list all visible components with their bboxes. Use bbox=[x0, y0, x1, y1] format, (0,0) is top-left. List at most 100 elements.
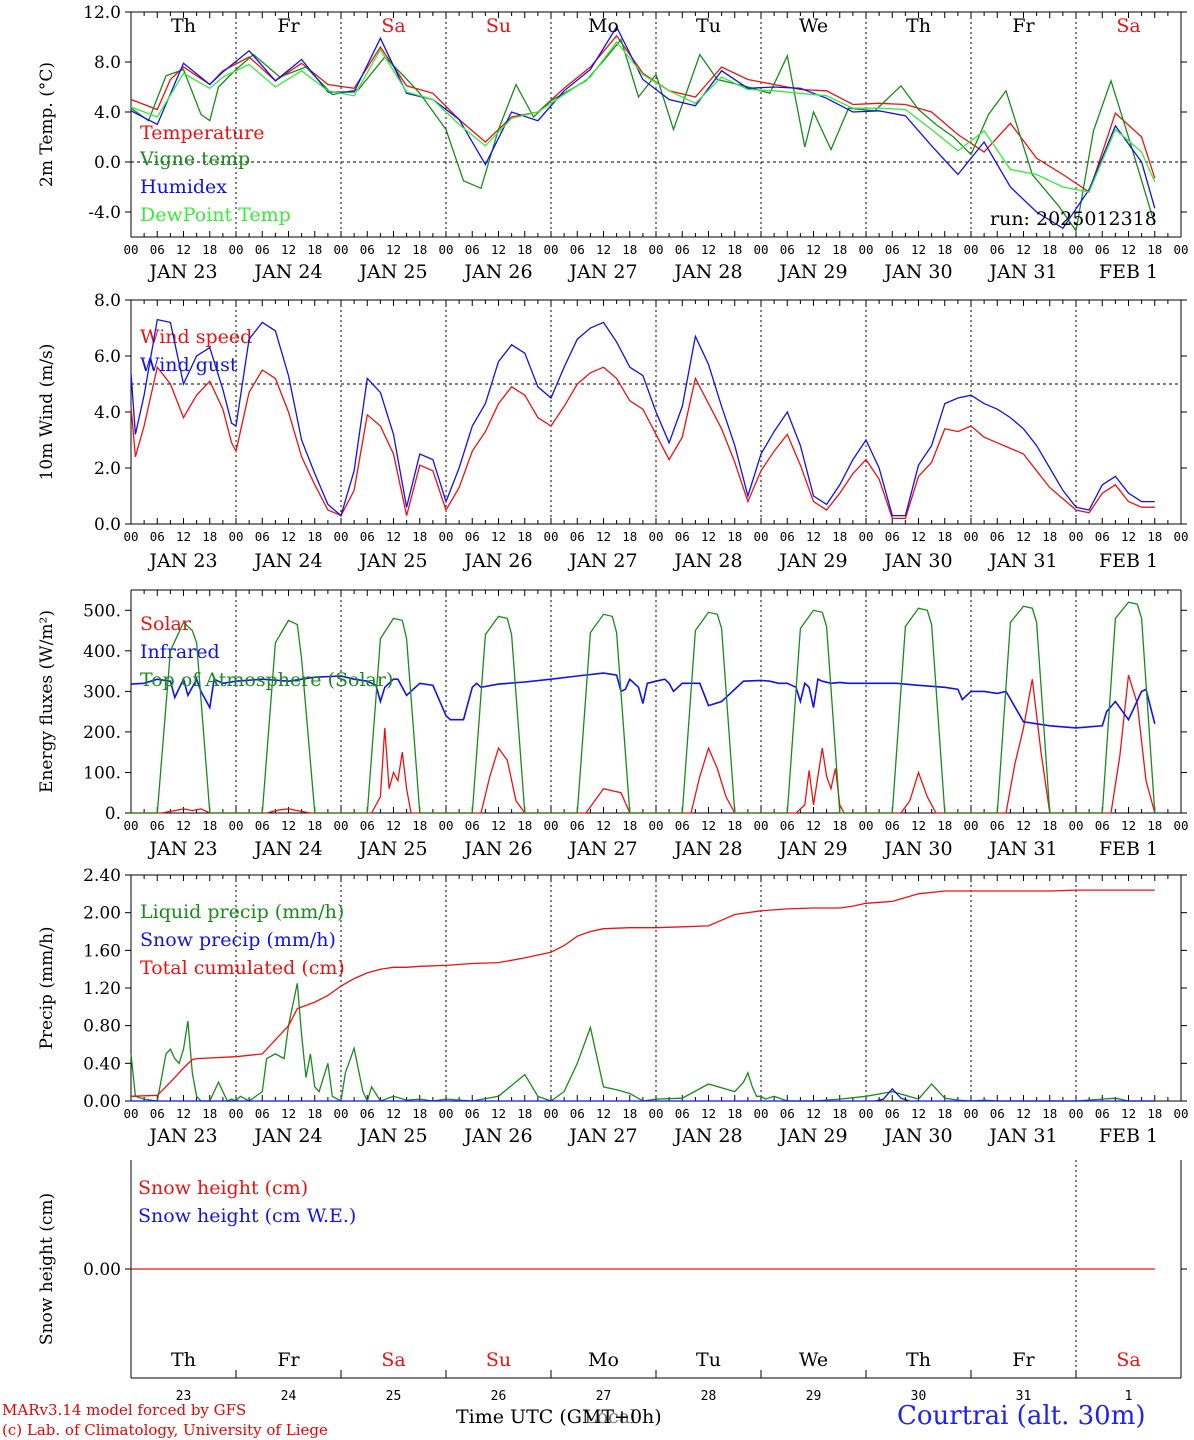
hour-tick-label: 06 bbox=[360, 818, 375, 833]
hour-tick-label: 00 bbox=[228, 529, 243, 544]
hour-tick-label: 18 bbox=[1042, 1106, 1057, 1121]
hour-tick-label: 00 bbox=[963, 818, 978, 833]
day-name-label: We bbox=[799, 15, 828, 37]
legend-entry: Humidex bbox=[140, 176, 227, 198]
hour-tick-label: 06 bbox=[675, 1106, 690, 1121]
day-name-label: Th bbox=[171, 1349, 196, 1371]
hour-tick-label: 18 bbox=[727, 818, 742, 833]
hour-tick-label: 06 bbox=[360, 242, 375, 257]
hour-tick-label: 18 bbox=[202, 242, 217, 257]
y-tick-label: 500. bbox=[83, 601, 121, 621]
legend-entry: Solar bbox=[140, 613, 192, 635]
y-tick-label: 4.0 bbox=[94, 103, 121, 123]
date-label: JAN 30 bbox=[882, 550, 952, 572]
hour-tick-label: 12 bbox=[701, 818, 716, 833]
hour-tick-label: 00 bbox=[543, 242, 558, 257]
date-label: JAN 29 bbox=[777, 1125, 847, 1147]
series-line-vigne-temp bbox=[130, 38, 1156, 233]
day-name-label: Mo bbox=[588, 15, 619, 37]
hour-tick-label: 18 bbox=[832, 818, 847, 833]
y-tick-label: 4.0 bbox=[94, 403, 121, 423]
legend-entry: Infrared bbox=[140, 641, 220, 663]
hour-tick-label: 06 bbox=[150, 242, 165, 257]
day-name-label: Th bbox=[906, 1349, 931, 1371]
legend-entry: Liquid precip (mm/h) bbox=[140, 901, 344, 923]
hour-tick-label: 06 bbox=[255, 818, 270, 833]
hour-tick-label: 12 bbox=[1016, 242, 1031, 257]
day-number-label: 24 bbox=[281, 1389, 297, 1404]
hour-tick-label: 06 bbox=[990, 242, 1005, 257]
hour-tick-label: 18 bbox=[412, 242, 427, 257]
date-label: JAN 27 bbox=[567, 838, 637, 860]
hour-tick-label: 18 bbox=[937, 529, 952, 544]
hour-tick-label: 00 bbox=[123, 242, 138, 257]
legend-entry: Vigne temp bbox=[139, 148, 250, 170]
hour-tick-label: 18 bbox=[202, 818, 217, 833]
day-name-label: Fr bbox=[277, 1349, 300, 1371]
hour-tick-label: 12 bbox=[281, 242, 296, 257]
hour-tick-label: 06 bbox=[150, 818, 165, 833]
hour-tick-label: 00 bbox=[123, 818, 138, 833]
hour-tick-label: 12 bbox=[491, 529, 506, 544]
y-tick-label: 0.80 bbox=[83, 1017, 121, 1037]
legend-entry: Total cumulated (cm) bbox=[140, 957, 345, 979]
date-label: JAN 29 bbox=[777, 261, 847, 283]
hour-tick-label: 00 bbox=[1173, 242, 1188, 257]
hour-tick-label: 18 bbox=[937, 1106, 952, 1121]
hour-tick-label: 00 bbox=[858, 242, 873, 257]
hour-tick-label: 12 bbox=[386, 242, 401, 257]
y-axis-label: Energy fluxes (W/m²) bbox=[37, 610, 57, 793]
hour-tick-label: 12 bbox=[386, 1106, 401, 1121]
hour-tick-label: 00 bbox=[123, 529, 138, 544]
hour-tick-label: 06 bbox=[1095, 529, 1110, 544]
hour-tick-label: 00 bbox=[1068, 1106, 1083, 1121]
hour-tick-label: 12 bbox=[596, 529, 611, 544]
hour-tick-label: 18 bbox=[1042, 818, 1057, 833]
hour-tick-label: 06 bbox=[675, 818, 690, 833]
hour-tick-label: 18 bbox=[622, 242, 637, 257]
y-tick-label: 0.00 bbox=[83, 1092, 121, 1112]
y-tick-label: 2.00 bbox=[83, 904, 121, 924]
hour-tick-label: 00 bbox=[963, 529, 978, 544]
legend-entry: Snow height (cm) bbox=[138, 1177, 308, 1199]
hour-tick-label: 12 bbox=[701, 242, 716, 257]
hour-tick-label: 12 bbox=[806, 242, 821, 257]
date-label: JAN 30 bbox=[882, 1125, 952, 1147]
date-label: JAN 26 bbox=[462, 261, 532, 283]
y-tick-label: 12.0 bbox=[83, 3, 121, 23]
hour-tick-label: 18 bbox=[727, 242, 742, 257]
series-line-liquid-precip-mm-h- bbox=[130, 983, 1155, 1103]
series-line-temperature bbox=[130, 34, 1156, 194]
hour-tick-label: 06 bbox=[675, 529, 690, 544]
hour-tick-label: 18 bbox=[937, 242, 952, 257]
hour-tick-label: 18 bbox=[832, 242, 847, 257]
hour-tick-label: 18 bbox=[307, 818, 322, 833]
hour-tick-label: 18 bbox=[307, 242, 322, 257]
hour-tick-label: 06 bbox=[990, 1106, 1005, 1121]
day-name-label: Su bbox=[486, 1349, 511, 1371]
hour-tick-label: 00 bbox=[228, 1106, 243, 1121]
hour-tick-label: 18 bbox=[202, 1106, 217, 1121]
hour-tick-label: 12 bbox=[596, 1106, 611, 1121]
date-label: JAN 31 bbox=[987, 838, 1057, 860]
hour-tick-label: 18 bbox=[832, 529, 847, 544]
legend-entry: Wind speed bbox=[140, 326, 252, 348]
hour-tick-label: 06 bbox=[780, 242, 795, 257]
series-line-total-cumulated-cm- bbox=[130, 889, 1155, 1097]
day-number-label: 26 bbox=[491, 1389, 507, 1404]
hour-tick-label: 00 bbox=[648, 1106, 663, 1121]
hour-tick-label: 12 bbox=[176, 1106, 191, 1121]
hour-tick-label: 18 bbox=[1147, 529, 1162, 544]
y-tick-label: 300. bbox=[83, 682, 121, 702]
date-label: JAN 23 bbox=[147, 261, 217, 283]
series-line-dewpoint-temp bbox=[130, 40, 1156, 193]
hour-tick-label: 18 bbox=[622, 818, 637, 833]
hour-tick-label: 12 bbox=[1121, 1106, 1136, 1121]
series-line-humidex bbox=[130, 25, 1156, 230]
series-line-infrared bbox=[130, 672, 1156, 729]
hour-tick-label: 12 bbox=[1016, 529, 1031, 544]
hour-tick-label: 18 bbox=[622, 529, 637, 544]
legend-entry: Snow height (cm W.E.) bbox=[138, 1205, 356, 1227]
hour-tick-label: 06 bbox=[990, 818, 1005, 833]
date-label: FEB 1 bbox=[1099, 838, 1158, 860]
